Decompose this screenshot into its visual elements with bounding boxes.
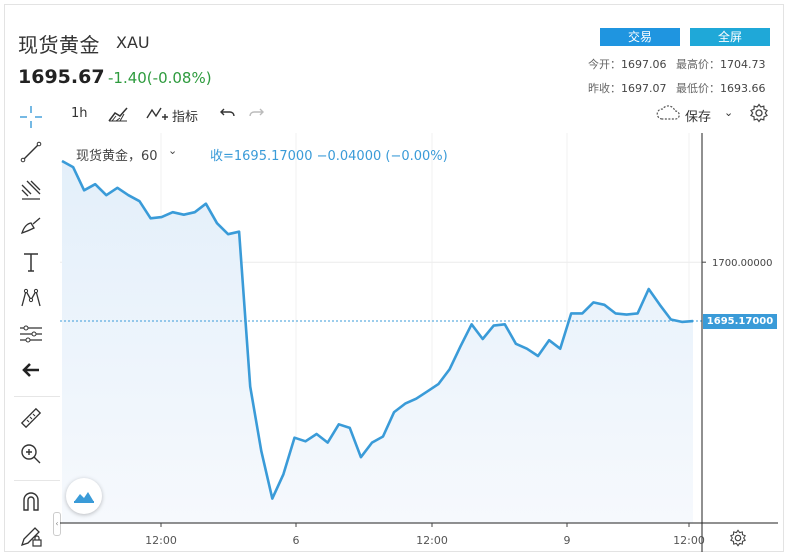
- instrument-title: 现货黄金: [18, 33, 100, 57]
- fib-tool-icon[interactable]: [14, 176, 48, 204]
- x-tick-label: 12:00: [145, 534, 177, 547]
- prev-close-label: 昨收：: [588, 82, 621, 95]
- save-button[interactable]: 保存: [685, 110, 712, 125]
- current-price: 1695.67: [18, 66, 105, 88]
- gear-icon[interactable]: [749, 103, 769, 127]
- y-tick-label: 1700.00000: [712, 258, 772, 269]
- time-axis-settings-icon[interactable]: [729, 529, 747, 551]
- chevron-down-icon[interactable]: ⌄: [724, 106, 734, 119]
- time-axis: 12:00 6 12:00 9 12:00: [145, 523, 705, 547]
- x-tick-label: 9: [564, 534, 571, 547]
- open-stat: 今开：1697.06: [588, 56, 667, 72]
- low-label: 最低价：: [676, 82, 720, 95]
- crosshair-icon[interactable]: [18, 104, 44, 134]
- redo-icon[interactable]: [247, 104, 265, 126]
- trade-button[interactable]: 交易: [600, 28, 680, 46]
- ruler-icon[interactable]: [14, 404, 48, 432]
- cloud-icon[interactable]: [656, 104, 682, 126]
- high-stat: 最高价：1704.73: [676, 56, 766, 72]
- legend-values: 收=1695.17000 −0.04000 (−0.00%): [210, 149, 448, 164]
- text-tool-icon[interactable]: [14, 248, 48, 276]
- arrow-left-icon[interactable]: [14, 356, 48, 384]
- x-tick-label: 12:00: [673, 534, 705, 547]
- undo-icon[interactable]: [219, 104, 237, 126]
- mountain-chart-icon: [74, 492, 94, 503]
- low-value: 1693.66: [720, 82, 766, 95]
- open-value: 1697.06: [621, 58, 667, 71]
- prev-close-stat: 昨收：1697.07: [588, 80, 667, 96]
- open-label: 今开：: [588, 58, 621, 71]
- widget-frame: [4, 4, 784, 552]
- legend-instrument[interactable]: 现货黄金，60: [76, 149, 158, 164]
- tools-divider-2: [14, 480, 60, 481]
- zoom-in-icon[interactable]: [14, 440, 48, 468]
- price-axis: 1700.00000: [702, 258, 772, 269]
- brush-icon[interactable]: [14, 212, 48, 240]
- fullscreen-button[interactable]: 全屏: [690, 28, 770, 46]
- drawing-toolbar: [10, 102, 60, 550]
- pattern-tool-icon[interactable]: [14, 284, 48, 312]
- collapse-toolbar-handle[interactable]: ‹: [53, 512, 61, 536]
- price-line: [61, 159, 694, 500]
- trend-line-icon[interactable]: [14, 138, 48, 166]
- pencil-lock-icon[interactable]: [14, 522, 48, 550]
- high-value: 1704.73: [720, 58, 766, 71]
- indicators-button[interactable]: 指标: [172, 110, 199, 125]
- last-price-label: 1695.17000: [703, 313, 777, 329]
- high-label: 最高价：: [676, 58, 720, 71]
- x-tick-label: 6: [293, 534, 300, 547]
- indicators-icon[interactable]: [145, 104, 169, 128]
- interval-selector[interactable]: 1h: [71, 106, 88, 121]
- instrument-symbol: XAU: [116, 33, 150, 52]
- chart-logo-button[interactable]: [66, 478, 102, 514]
- x-tick-label: 12:00: [416, 534, 448, 547]
- price-area-fill: [62, 161, 693, 523]
- chart-style-icon[interactable]: [107, 104, 129, 128]
- low-stat: 最低价：1693.66: [676, 80, 766, 96]
- measure-tool-icon[interactable]: [14, 320, 48, 348]
- price-change: -1.40(-0.08%): [108, 69, 212, 87]
- magnet-icon[interactable]: [14, 488, 48, 516]
- legend-chevron-icon[interactable]: ⌄: [168, 144, 178, 157]
- prev-close-value: 1697.07: [621, 82, 667, 95]
- tools-divider: [14, 396, 60, 397]
